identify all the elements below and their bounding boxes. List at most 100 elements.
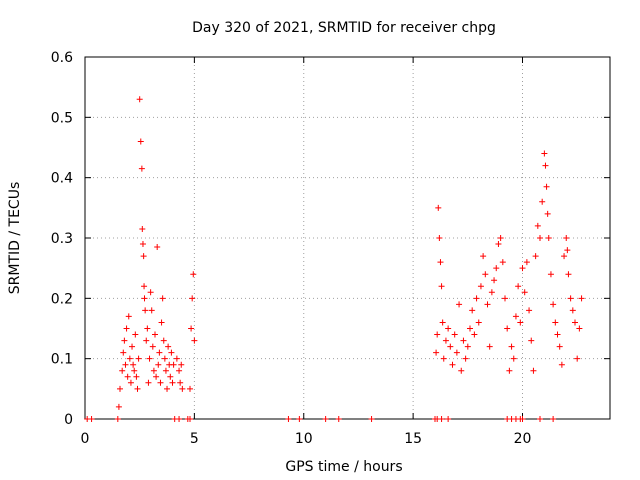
- y-tick-label: 0.6: [51, 50, 73, 66]
- data-point: [515, 283, 522, 290]
- data-point: [510, 355, 517, 362]
- grid-lines: [85, 57, 610, 419]
- data-point: [124, 373, 131, 380]
- data-point: [484, 301, 491, 308]
- data-point: [541, 150, 548, 157]
- data-point: [467, 325, 473, 332]
- data-point: [141, 283, 148, 290]
- data-point: [547, 271, 554, 278]
- data-point: [335, 416, 342, 422]
- data-point: [162, 367, 169, 374]
- data-point: [458, 367, 465, 374]
- data-point: [552, 319, 559, 326]
- data-point: [368, 416, 375, 422]
- data-point: [451, 331, 458, 338]
- data-point: [173, 355, 180, 362]
- data-point: [170, 361, 177, 368]
- data-point: [471, 331, 478, 338]
- data-point: [572, 319, 578, 326]
- data-point: [488, 289, 495, 296]
- data-point: [438, 416, 445, 422]
- data-point: [154, 244, 161, 251]
- data-point: [491, 277, 498, 284]
- y-tick-labels: 0 0.1 0.2 0.3 0.4 0.5 0.6: [51, 50, 73, 428]
- data-point: [143, 337, 150, 344]
- data-point: [137, 138, 144, 145]
- data-point: [460, 337, 467, 344]
- data-point: [146, 355, 153, 362]
- data-point: [537, 235, 543, 241]
- x-tick-labels: 0 5 10 15 20: [81, 431, 532, 447]
- axis-ticks: [84, 56, 610, 420]
- data-point: [464, 343, 471, 350]
- data-point: [115, 403, 122, 410]
- data-point: [480, 253, 487, 260]
- data-point: [437, 259, 444, 266]
- data-point: [563, 235, 570, 241]
- data-point: [188, 325, 195, 332]
- data-point: [482, 271, 489, 278]
- x-tick-label: 5: [190, 431, 199, 447]
- data-point: [517, 319, 524, 326]
- data-point: [449, 361, 456, 368]
- data-point: [165, 343, 172, 350]
- data-point: [530, 367, 537, 374]
- data-point: [550, 416, 557, 422]
- data-point: [447, 343, 454, 350]
- data-point: [445, 325, 452, 332]
- y-tick-label: 0: [64, 412, 73, 428]
- data-point: [442, 337, 449, 344]
- data-point: [134, 385, 141, 392]
- data-point: [436, 235, 443, 241]
- data-point: [160, 337, 167, 344]
- data-point: [127, 379, 134, 386]
- data-point: [178, 361, 185, 368]
- data-point: [534, 222, 541, 229]
- x-tick-label: 10: [295, 431, 313, 447]
- data-point: [164, 385, 171, 392]
- data-point: [135, 355, 142, 362]
- data-point: [119, 367, 126, 374]
- data-point: [141, 295, 148, 302]
- data-point: [296, 416, 303, 422]
- y-axis-label: SRMTID / TECUs: [7, 182, 23, 295]
- data-point: [125, 313, 132, 320]
- data-point: [475, 319, 482, 326]
- data-point: [88, 416, 95, 422]
- y-tick-label: 0.1: [51, 352, 73, 368]
- data-point: [554, 331, 561, 338]
- data-point: [187, 385, 193, 392]
- data-point: [168, 349, 175, 356]
- data-point: [477, 283, 484, 290]
- data-point: [159, 295, 166, 302]
- data-point: [148, 307, 155, 314]
- data-point: [537, 416, 543, 422]
- data-point: [435, 204, 442, 211]
- y-tick-label: 0.5: [51, 110, 73, 126]
- data-point: [139, 241, 146, 248]
- data-point: [469, 307, 476, 314]
- data-point: [445, 416, 452, 422]
- data-point: [138, 165, 145, 172]
- data-point: [499, 259, 506, 266]
- x-axis-label: GPS time / hours: [285, 459, 402, 475]
- data-point: [114, 416, 121, 422]
- x-tick-label: 20: [514, 431, 532, 447]
- data-point: [462, 355, 469, 362]
- data-point: [152, 331, 158, 338]
- data-point: [285, 416, 292, 422]
- data-point: [439, 319, 446, 326]
- data-point: [150, 367, 157, 374]
- data-point: [556, 343, 563, 350]
- y-tick-label: 0.2: [51, 291, 73, 307]
- data-point: [532, 253, 539, 260]
- data-point: [433, 349, 440, 356]
- data-point: [189, 295, 196, 302]
- data-point: [123, 325, 130, 332]
- data-point: [497, 235, 504, 241]
- data-point: [526, 307, 533, 314]
- data-point: [117, 385, 123, 392]
- data-point: [561, 253, 568, 260]
- data-point: [576, 325, 583, 332]
